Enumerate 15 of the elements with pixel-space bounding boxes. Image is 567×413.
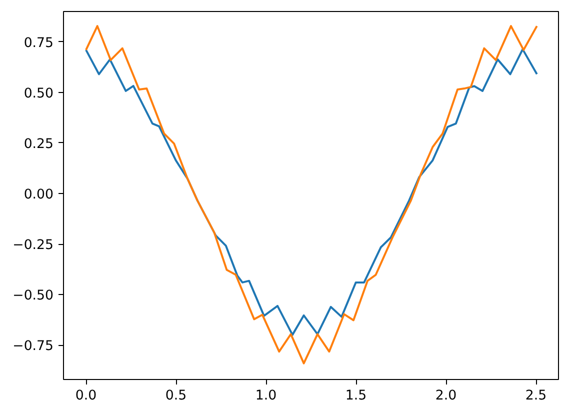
x-tick-label: 2.5 [525,388,547,404]
x-tick-label: 1.0 [255,388,277,404]
x-tick-label: 1.5 [345,388,367,404]
line-series [85,25,538,364]
x-tick-label: 2.0 [435,388,457,404]
y-tick-label: 0.00 [24,187,54,202]
x-tick-label: 0.0 [75,388,97,404]
y-tick-label: 0.75 [24,36,54,51]
y-tick-label: −0.50 [12,288,54,304]
y-tick-label: −0.75 [12,339,54,354]
y-tick-label: 0.50 [24,86,54,102]
x-tick-label: 0.5 [165,388,187,404]
line-series [85,48,538,336]
y-tick-label: 0.25 [24,136,54,152]
y-tick-label: −0.25 [12,238,54,254]
